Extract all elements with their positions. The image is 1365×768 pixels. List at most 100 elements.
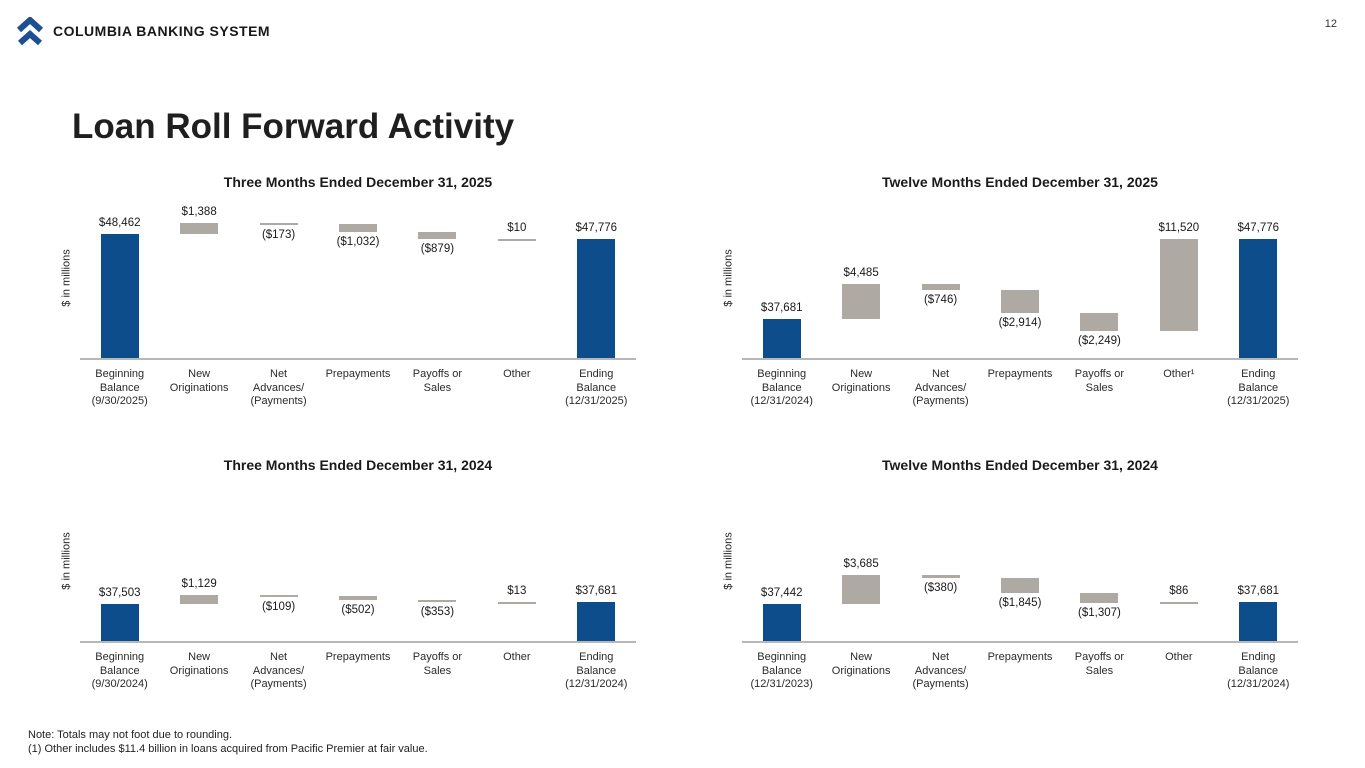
bar-value-label: ($173) (261, 228, 296, 241)
page-title: Loan Roll Forward Activity (72, 107, 515, 147)
category-label-ending: Ending Balance (12/31/2025) (1227, 368, 1290, 407)
category-label-beginning: Beginning Balance (12/31/2023) (750, 651, 813, 690)
category-label-new: New Originations (831, 368, 891, 394)
category-label-ending: Ending Balance (12/31/2024) (1227, 651, 1290, 690)
bar-value-label: ($502) (341, 603, 375, 616)
brand-name: COLUMBIA BANKING SYSTEM (53, 23, 271, 39)
bar-value-label: $10 (507, 222, 527, 235)
category-label-beginning: Beginning Balance (9/30/2025) (91, 368, 148, 407)
waterfall-bar-net (259, 594, 298, 597)
category-label-new: New Originations (169, 651, 229, 677)
waterfall-bar-net (259, 222, 298, 225)
waterfall-bar-payoffs-or (1080, 592, 1119, 603)
waterfall-bar-new (842, 283, 881, 320)
bar-value-label: $37,681 (760, 302, 803, 315)
bar-value-label: $3,685 (843, 558, 879, 571)
chart-title: Three Months Ended December 31, 2024 (223, 457, 493, 473)
y-axis-label: $ in millions (722, 198, 736, 358)
waterfall-bar-net (921, 283, 960, 290)
bar-value-label: ($109) (261, 600, 296, 613)
waterfall-bar-beginning (762, 319, 801, 358)
waterfall-bar-ending (1239, 239, 1278, 358)
bar-value-label: ($879) (420, 243, 455, 256)
plot-area: $37,442 $3,685 ($380) ($1,845) ($1,307) $86 $3… (742, 481, 1298, 643)
chart-twelve-months-2024: Twelve Months Ended December 31, 2024 $ i… (722, 457, 1322, 729)
y-axis-label: $ in millions (722, 481, 736, 641)
category-label-ending: Ending Balance (12/31/2024) (565, 651, 628, 690)
bar-value-label: $13 (507, 585, 527, 598)
chart-three-months-2024: Three Months Ended December 31, 2024 $ in… (60, 457, 660, 729)
category-label-net: Net Advances/ (Payments) (912, 651, 969, 690)
category-label-beginning: Beginning Balance (12/31/2024) (750, 368, 813, 407)
page-number: 12 (1324, 18, 1337, 30)
category-label-payoffs-or: Payoffs or Sales (1074, 368, 1125, 394)
waterfall-bar-prepayments (1001, 578, 1039, 593)
category-label-payoffs-or: Payoffs or Sales (412, 368, 463, 394)
category-label-payoffs-or: Payoffs or Sales (1074, 651, 1125, 677)
bar-value-label: $47,776 (1237, 222, 1280, 235)
bar-value-label: $4,485 (843, 266, 879, 279)
waterfall-bar-other (497, 239, 536, 242)
waterfall-bar-other (1159, 602, 1198, 605)
waterfall-bar-new (842, 575, 881, 605)
chart-title: Twelve Months Ended December 31, 2025 (882, 174, 1158, 190)
plot-area: $48,462 $1,388 ($173) ($1,032) ($879) $10 $47,… (80, 198, 636, 360)
plot-area: $37,503 $1,129 ($109) ($502) ($353) $13 $37,68… (80, 481, 636, 643)
bar-value-label: ($1,032) (336, 236, 380, 249)
bar-value-label: $48,462 (98, 216, 141, 229)
footnote-rounding: Note: Totals may not foot due to roundin… (28, 729, 233, 741)
category-label-net: Net Advances/ (Payments) (250, 368, 307, 407)
bar-value-label: $37,503 (98, 586, 141, 599)
waterfall-bar-net (921, 575, 960, 579)
category-label-prepayments: Prepayments (325, 651, 391, 663)
chart-title: Twelve Months Ended December 31, 2024 (882, 457, 1158, 473)
category-label-prepayments: Prepayments (987, 368, 1053, 380)
category-label-new: New Originations (831, 651, 891, 677)
waterfall-bar-payoffs-or (1080, 312, 1119, 331)
waterfall-bar-ending (577, 602, 616, 641)
waterfall-bar-payoffs-or (418, 599, 457, 603)
waterfall-bar-other (497, 602, 536, 605)
y-axis-label-text: $ in millions (723, 532, 735, 590)
footnotes: Note: Totals may not foot due to roundin… (28, 728, 428, 756)
waterfall-bar-prepayments (339, 224, 377, 233)
waterfall-bar-beginning (762, 604, 801, 641)
bar-value-label: ($2,914) (998, 316, 1042, 329)
bar-value-label: $11,520 (1158, 222, 1200, 235)
bar-value-label: $1,129 (181, 577, 217, 590)
category-label-net: Net Advances/ (Payments) (250, 651, 307, 690)
bar-value-label: ($2,249) (1078, 334, 1121, 347)
bar-value-label: $37,681 (1237, 585, 1280, 598)
bar-value-label: ($380) (923, 582, 958, 595)
waterfall-bar-new (180, 222, 219, 234)
y-axis-label-text: $ in millions (723, 249, 735, 307)
category-label-prepayments: Prepayments (325, 368, 391, 380)
bar-value-label: $47,776 (575, 222, 618, 235)
bar-value-label: $37,681 (575, 585, 618, 598)
plot-area: $37,681 $4,485 ($746) ($2,914) ($2,249) $11,5… (742, 198, 1298, 360)
waterfall-bar-beginning (100, 603, 139, 641)
footnote-other-definition: (1) Other includes $11.4 billion in loan… (28, 743, 428, 755)
category-label-other: Other (503, 651, 531, 663)
bar-value-label: $37,442 (760, 587, 803, 600)
bar-value-label: ($746) (923, 293, 958, 306)
category-label-other: Other (503, 368, 531, 380)
bar-value-label: ($353) (420, 606, 455, 619)
chart-twelve-months-2025: Twelve Months Ended December 31, 2025 $ i… (722, 174, 1322, 446)
columbia-chevron-logo-icon (16, 17, 44, 46)
waterfall-bar-prepayments (339, 595, 377, 600)
category-label-other: Other¹ (1163, 368, 1195, 380)
category-label-beginning: Beginning Balance (9/30/2024) (91, 651, 148, 690)
waterfall-bar-prepayments (1001, 289, 1039, 313)
y-axis-label: $ in millions (60, 198, 74, 358)
chart-three-months-2025: Three Months Ended December 31, 2025 $ in… (60, 174, 660, 446)
y-axis-label-text: $ in millions (61, 249, 73, 307)
waterfall-bar-beginning (100, 233, 139, 358)
waterfall-bar-other (1159, 239, 1198, 331)
category-label-ending: Ending Balance (12/31/2025) (565, 368, 628, 407)
waterfall-bar-ending (577, 239, 616, 358)
y-axis-label-text: $ in millions (61, 532, 73, 590)
bar-value-label: $1,388 (181, 205, 217, 218)
category-label-net: Net Advances/ (Payments) (912, 368, 969, 407)
category-label-other: Other (1165, 651, 1193, 663)
